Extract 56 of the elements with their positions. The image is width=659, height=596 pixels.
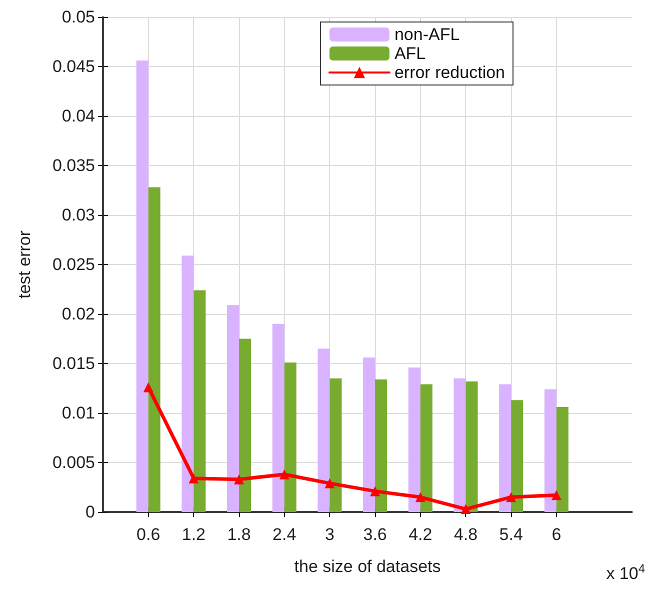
x-tick-label: 3 [324,525,334,544]
bar [454,378,466,512]
bar [239,338,252,512]
y-tick-label: 0.02 [62,304,95,324]
legend-label: AFL [394,44,426,63]
bar [148,187,160,512]
bar [499,384,512,512]
y-axis-title: test error [15,230,34,299]
y-tick-label: 0.04 [62,106,95,126]
bar [375,379,388,512]
bar [363,358,376,512]
point [506,492,516,502]
point [188,473,199,484]
y-tick-label: 0.025 [52,255,95,274]
point [551,490,562,500]
bar [544,389,556,512]
y-tick-label: 0.015 [52,354,95,373]
point [143,382,154,392]
x-tick-label: 2.4 [272,525,296,544]
bar [136,60,148,512]
x-tick-label: 4.8 [454,525,478,544]
bar [556,407,568,512]
bar [408,367,420,512]
legend-label: non-AFL [394,25,460,44]
x-tick-label: 1.8 [227,525,251,544]
y-tick-label: 0.035 [52,156,95,175]
point [279,469,290,480]
bar [227,305,240,512]
y-tick-label: 0.03 [62,206,95,224]
point [460,504,471,514]
y-tick-label: 0.01 [62,404,95,422]
bar [182,256,194,512]
y-tick-label: 0 [86,502,95,522]
point [415,492,426,502]
bar [420,384,432,512]
y-tick-label: 0.05 [62,8,95,26]
bar [272,324,284,512]
point [324,478,335,488]
point [234,474,244,484]
x-tick-label: 3.6 [363,525,387,544]
point [370,486,380,496]
y-tick-label: 0.045 [52,57,95,76]
legend-label: error reduction [394,63,506,82]
bar [466,381,478,512]
y-tick-label: 0.005 [52,453,95,472]
x-tick-label: 5.4 [499,525,523,544]
bar [511,400,524,512]
bar [318,348,330,512]
x-tick-label: 0.6 [136,525,160,544]
x-tick-label: 6 [552,525,562,544]
bar [194,290,206,512]
x-tick-label: 1.2 [182,525,206,544]
x-tick-label: 4.2 [408,525,432,544]
bar [284,362,296,512]
x-axis-title: the size of datasets [294,557,441,576]
bar [330,378,342,512]
